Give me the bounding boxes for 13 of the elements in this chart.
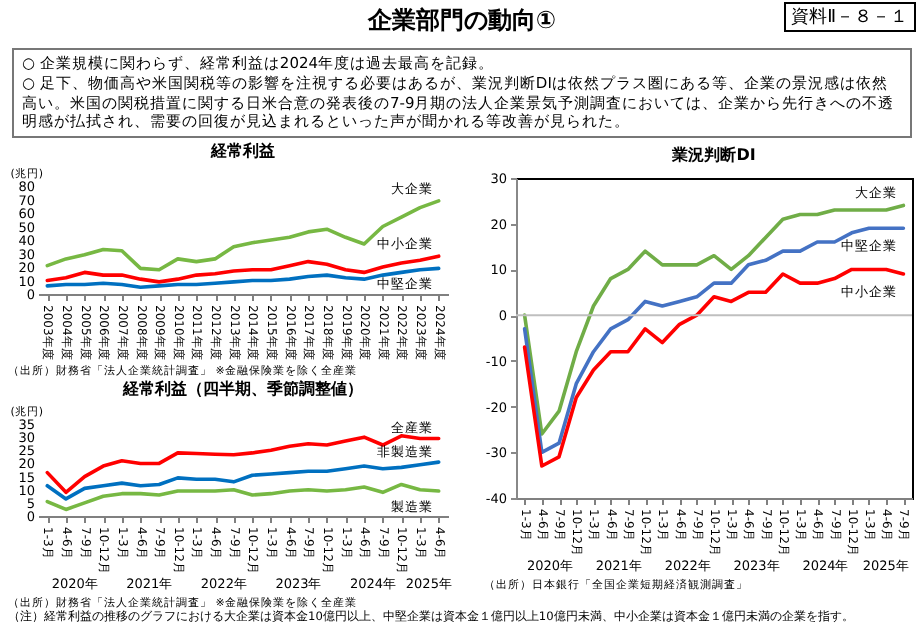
text: 企業部門の動向① <box>367 6 557 34</box>
line-series <box>45 266 441 290</box>
text: 資料Ⅱ－８－１ <box>783 2 916 32</box>
line-series <box>45 482 441 512</box>
line-series <box>522 226 906 455</box>
line-series <box>522 267 906 468</box>
line-series <box>522 203 906 436</box>
line-series <box>45 199 441 272</box>
chart-title: 経常利益（四半期、季節調整値） <box>121 380 363 398</box>
chart-title: 業況判断DI <box>670 146 756 164</box>
chart-title: 経常利益 <box>209 142 275 160</box>
line-series <box>45 434 441 495</box>
line-series <box>45 460 441 501</box>
